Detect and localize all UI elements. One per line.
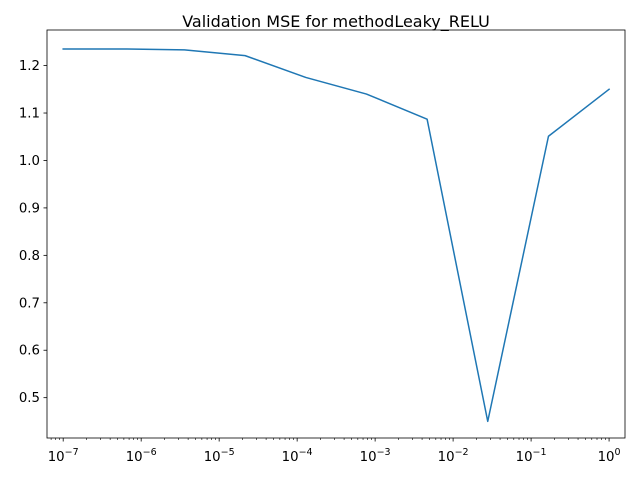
y-tick-label: 1.2	[19, 59, 40, 74]
x-tick-label: 100	[598, 447, 621, 465]
y-tick-label: 1.1	[19, 107, 40, 122]
series-line	[62, 48, 611, 423]
y-tick-label: 0.6	[19, 344, 40, 359]
x-tick-label-base: 10	[126, 450, 143, 465]
x-tick-label-base: 10	[598, 450, 615, 465]
x-tick-label: 10−6	[126, 447, 157, 465]
x-tick-label-base: 10	[438, 450, 455, 465]
x-tick-label: 10−4	[282, 447, 313, 465]
x-tick-label-exponent: −2	[455, 447, 469, 458]
y-tick-label: 0.9	[19, 201, 40, 216]
axes-frame	[46, 29, 626, 439]
x-tick-label-exponent: −1	[533, 447, 547, 458]
x-tick-label-base: 10	[204, 450, 221, 465]
x-tick-label-exponent: −7	[65, 447, 79, 458]
x-tick-label: 10−7	[48, 447, 79, 465]
y-tick-label: 0.7	[19, 296, 40, 311]
plot-area: 10−7 10−6 10−5 10−4 10−3 10−2 10−1 1000.50.60.7…	[19, 29, 626, 465]
chart-title: Validation MSE for methodLeaky_RELU	[182, 12, 490, 32]
x-tick-label-base: 10	[48, 450, 65, 465]
x-tick-label: 10−5	[204, 447, 235, 465]
y-tick-label: 1.0	[19, 154, 40, 169]
y-tick-label: 0.5	[19, 391, 40, 406]
x-tick-label-exponent: −6	[143, 447, 157, 458]
x-tick-label-exponent: −3	[377, 447, 391, 458]
x-tick-label-base: 10	[516, 450, 533, 465]
x-tick-label-base: 10	[360, 450, 377, 465]
x-tick-label: 10−2	[438, 447, 469, 465]
x-tick-label-base: 10	[282, 450, 299, 465]
x-tick-label-exponent: −4	[299, 447, 313, 458]
x-tick-label: 10−3	[360, 447, 391, 465]
x-tick-label: 10−1	[516, 447, 547, 465]
x-tick-label-exponent: −5	[221, 447, 235, 458]
y-tick-label: 0.8	[19, 249, 40, 264]
x-tick-label-exponent: 0	[615, 447, 621, 458]
